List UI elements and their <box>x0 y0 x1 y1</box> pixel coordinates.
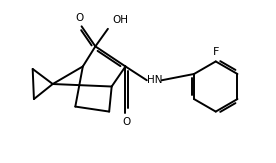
Text: OH: OH <box>112 15 128 25</box>
Text: HN: HN <box>147 75 162 85</box>
Text: O: O <box>75 13 83 22</box>
Text: F: F <box>213 47 219 57</box>
Text: O: O <box>123 117 131 127</box>
